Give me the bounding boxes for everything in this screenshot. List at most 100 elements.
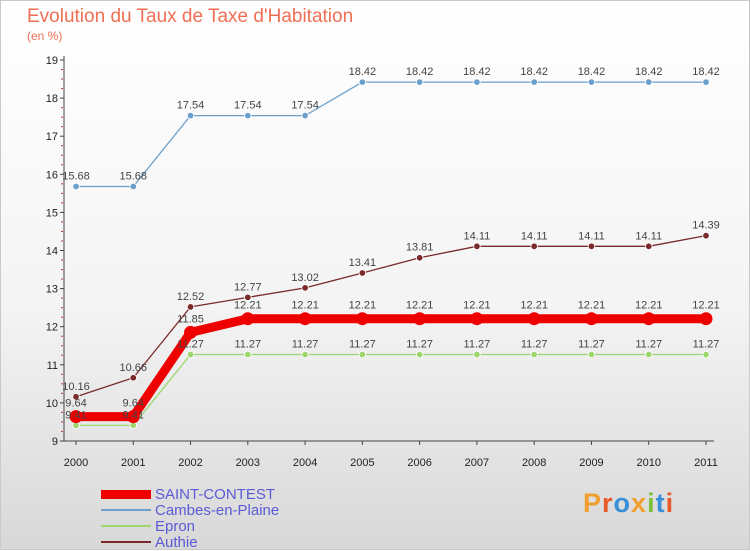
series-line-authie [75,234,707,398]
data-label: 11.27 [521,339,548,351]
data-point [72,393,80,401]
data-label: 11.27 [693,339,720,351]
data-point [244,293,252,302]
data-point [301,284,309,292]
data-point [587,78,596,86]
proxiti-logo: Proxiti [583,488,675,518]
data-point [527,312,541,326]
data-point [415,78,424,86]
y-tick-label: 9 [52,436,58,448]
y-tick-label: 11 [47,360,58,372]
data-point [358,78,367,86]
data-point [587,350,596,359]
data-point [645,78,653,86]
x-tick-label: 2001 [121,457,145,469]
x-tick-label: 2007 [465,457,489,469]
data-label: 9.41 [65,409,86,421]
data-point [126,410,140,424]
data-label: 14.11 [578,230,605,242]
data-label: 12.21 [692,300,720,312]
data-label: 11.27 [177,339,204,351]
x-tick-label: 2003 [236,457,260,469]
data-point [470,312,484,326]
data-label: 9.64 [123,398,144,410]
data-point [702,350,710,359]
data-point [298,312,312,326]
data-label: 12.21 [520,300,548,312]
data-label: 12.21 [234,300,262,312]
data-label: 15.68 [120,170,148,182]
data-label: 13.81 [406,242,434,254]
y-tick-label: 16 [46,169,58,181]
x-tick-label: 2002 [178,457,202,469]
series-line-cambes-en-plaine [75,81,707,188]
y-tick-label: 13 [46,284,58,296]
data-label: 10.66 [120,362,148,374]
data-point [413,312,427,326]
data-label: 11.27 [464,339,491,351]
y-tick-label: 14 [46,246,58,258]
y-tick-label: 17 [46,131,58,143]
legend-label: SAINT-CONTEST [155,486,276,503]
x-tick-label: 2008 [522,457,546,469]
data-label: 12.21 [406,300,434,312]
data-label: 17.54 [234,100,262,112]
data-point [584,312,598,326]
data-label: 17.54 [177,100,205,112]
x-tick-label: 2006 [407,457,431,469]
data-point [72,182,80,191]
data-point [473,350,481,359]
data-label: 12.52 [177,291,205,303]
data-label: 14.11 [464,230,491,242]
data-point [129,374,137,382]
data-label: 12.21 [578,300,606,312]
data-label: 18.42 [635,66,663,78]
data-label: 11.27 [292,339,319,351]
data-label: 13.02 [291,272,319,284]
data-point [699,312,713,326]
data-point [244,350,252,359]
legend-label: Cambes-en-Plaine [155,502,280,519]
data-label: 9.64 [65,398,86,410]
data-point [587,242,596,251]
data-point [702,231,710,240]
data-label: 14.11 [521,230,548,242]
data-label: 14.39 [692,220,720,232]
data-label: 11.85 [177,313,204,325]
x-tick-label: 2004 [293,457,317,469]
x-tick-label: 2010 [636,457,660,469]
data-label: 10.16 [62,381,90,393]
data-label: 11.27 [406,339,433,351]
data-label: 12.77 [234,281,262,293]
data-point [186,111,195,120]
y-tick-label: 10 [46,398,58,410]
data-point [702,78,710,86]
x-tick-label: 2000 [64,457,88,469]
data-label: 18.42 [578,66,606,78]
data-point [358,350,367,359]
y-tick-label: 12 [46,322,58,334]
data-label: 12.21 [291,300,319,312]
data-label: 9.41 [123,409,144,421]
y-tick-label: 15 [46,207,58,219]
data-point [473,78,481,86]
data-label: 18.42 [463,66,491,78]
data-label: 18.42 [692,66,720,78]
y-tick-label: 18 [46,93,58,105]
data-label: 11.27 [578,339,605,351]
series-line-epron [75,353,707,427]
data-point [301,111,309,120]
data-point [530,350,538,359]
data-point [645,242,653,251]
data-label: 12.21 [349,300,377,312]
data-label: 18.42 [406,66,434,78]
data-point [358,269,367,277]
data-label: 15.68 [62,170,90,182]
data-label: 11.27 [234,339,261,351]
legend-swatch [101,489,151,499]
legend-label: Epron [155,518,196,535]
data-label: 18.42 [349,66,377,78]
data-point [129,182,137,191]
legend-swatch [101,509,151,511]
